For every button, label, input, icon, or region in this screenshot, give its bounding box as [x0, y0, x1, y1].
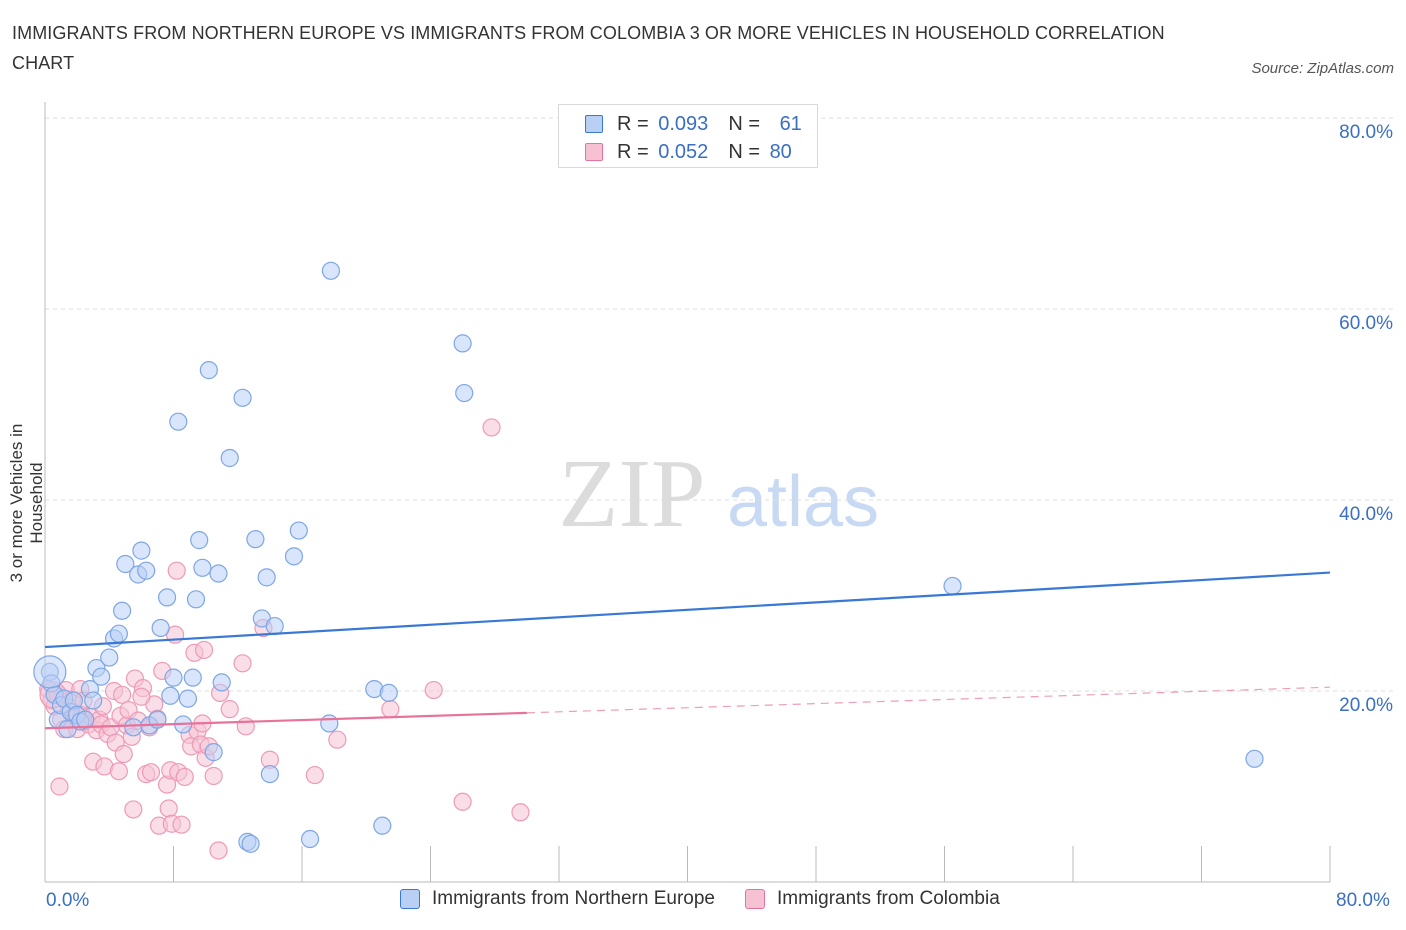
- series-legend: Immigrants from Northern Europe Immigran…: [400, 888, 1000, 910]
- point-northern-europe: [260, 764, 279, 784]
- point-northern-europe-large: [33, 655, 67, 689]
- correlation-legend: R = 0.093 N = 61 R = 0.052 N = 80: [558, 104, 818, 168]
- x-tick-min: 0.0%: [46, 890, 90, 911]
- point-colombia: [482, 418, 501, 437]
- point-colombia: [204, 766, 223, 786]
- point-northern-europe: [164, 668, 183, 687]
- y-tick-label: 20.0%: [1339, 695, 1393, 716]
- point-colombia: [424, 680, 443, 700]
- legend-r-label: R =: [617, 112, 655, 135]
- point-northern-europe: [132, 541, 151, 560]
- point-colombia: [220, 700, 239, 719]
- point-northern-europe: [300, 829, 320, 849]
- point-northern-europe: [373, 816, 392, 835]
- legend-row-colombia: R = 0.052 N = 80: [585, 139, 792, 165]
- point-colombia: [141, 763, 161, 782]
- point-northern-europe: [137, 561, 156, 580]
- point-northern-europe: [1245, 749, 1264, 768]
- point-colombia: [159, 799, 178, 818]
- chart-title: IMMIGRANTS FROM NORTHERN EUROPE VS IMMIG…: [12, 23, 1165, 73]
- series-swatch-northern-europe: [400, 889, 420, 909]
- point-northern-europe: [161, 686, 180, 705]
- point-northern-europe: [455, 383, 474, 403]
- legend-swatch-blue: [585, 115, 603, 133]
- point-northern-europe: [186, 590, 206, 609]
- point-colombia: [381, 700, 400, 719]
- source-label: Source: ZipAtlas.com: [1251, 60, 1394, 77]
- point-northern-europe: [241, 834, 260, 853]
- point-colombia: [50, 777, 69, 796]
- point-northern-europe: [265, 616, 284, 636]
- legend-r-label: R =: [617, 140, 655, 163]
- point-northern-europe: [220, 448, 239, 468]
- x-tick-max: 80.0%: [1336, 890, 1390, 911]
- point-northern-europe: [178, 689, 198, 708]
- point-colombia: [112, 685, 132, 704]
- watermark-zip: ZIP: [559, 440, 706, 548]
- point-colombia: [109, 762, 128, 781]
- legend-n-label: N =: [728, 112, 766, 135]
- trendline-colombia-extrapolated: [526, 686, 1331, 714]
- y-tick-label: 80.0%: [1339, 122, 1393, 143]
- point-colombia: [114, 744, 133, 764]
- point-northern-europe: [193, 558, 212, 577]
- point-northern-europe: [289, 521, 308, 540]
- point-northern-europe: [84, 691, 103, 710]
- point-northern-europe: [321, 261, 341, 280]
- point-colombia: [132, 687, 151, 706]
- point-northern-europe: [92, 667, 111, 686]
- legend-row-northern-europe: R = 0.093 N = 61: [585, 111, 802, 137]
- y-tick-label: 40.0%: [1339, 504, 1393, 525]
- point-northern-europe: [169, 412, 188, 431]
- point-northern-europe: [453, 334, 472, 353]
- point-northern-europe: [116, 554, 135, 574]
- point-colombia: [328, 730, 347, 749]
- point-colombia: [236, 717, 255, 736]
- point-northern-europe: [76, 710, 95, 729]
- trendline-colombia: [44, 711, 527, 730]
- point-northern-europe: [183, 668, 202, 687]
- point-northern-europe: [943, 576, 962, 596]
- legend-n-value: 80: [769, 140, 792, 163]
- series-swatch-colombia: [745, 889, 765, 909]
- point-northern-europe: [284, 547, 304, 566]
- point-northern-europe: [257, 568, 276, 587]
- legend-swatch-pink: [585, 143, 603, 161]
- point-northern-europe: [209, 564, 228, 583]
- legend-r-value: 0.093: [658, 112, 709, 135]
- point-colombia: [233, 654, 252, 673]
- point-northern-europe: [320, 714, 339, 733]
- point-northern-europe: [204, 743, 223, 762]
- point-colombia: [511, 803, 530, 822]
- point-northern-europe: [112, 601, 132, 620]
- watermark-atlas: atlas: [727, 462, 879, 542]
- point-colombia: [209, 841, 228, 860]
- point-northern-europe: [109, 624, 128, 643]
- point-colombia: [172, 815, 191, 834]
- series-label-colombia: Immigrants from Colombia: [777, 888, 1000, 909]
- point-northern-europe: [379, 683, 398, 703]
- point-northern-europe: [246, 530, 265, 549]
- point-northern-europe: [157, 588, 177, 607]
- point-northern-europe: [199, 361, 218, 380]
- point-colombia: [175, 767, 194, 787]
- point-northern-europe: [190, 531, 209, 550]
- point-northern-europe: [212, 673, 231, 692]
- trendline-northern-europe: [44, 571, 1331, 649]
- point-colombia: [305, 765, 324, 785]
- legend-n-label: N =: [728, 140, 766, 163]
- series-label-northern-europe: Immigrants from Northern Europe: [432, 888, 715, 909]
- legend-r-value: 0.052: [658, 140, 709, 163]
- point-northern-europe: [233, 388, 252, 407]
- point-colombia: [167, 561, 186, 580]
- legend-n-value: 61: [779, 112, 802, 135]
- y-tick-label: 60.0%: [1339, 313, 1393, 334]
- point-colombia: [124, 800, 143, 819]
- point-colombia: [194, 640, 214, 660]
- point-northern-europe: [100, 648, 119, 667]
- point-northern-europe: [151, 618, 170, 638]
- point-northern-europe: [124, 718, 143, 737]
- point-colombia: [453, 792, 472, 811]
